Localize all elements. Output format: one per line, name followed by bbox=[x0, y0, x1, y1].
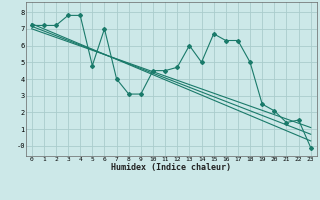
X-axis label: Humidex (Indice chaleur): Humidex (Indice chaleur) bbox=[111, 163, 231, 172]
